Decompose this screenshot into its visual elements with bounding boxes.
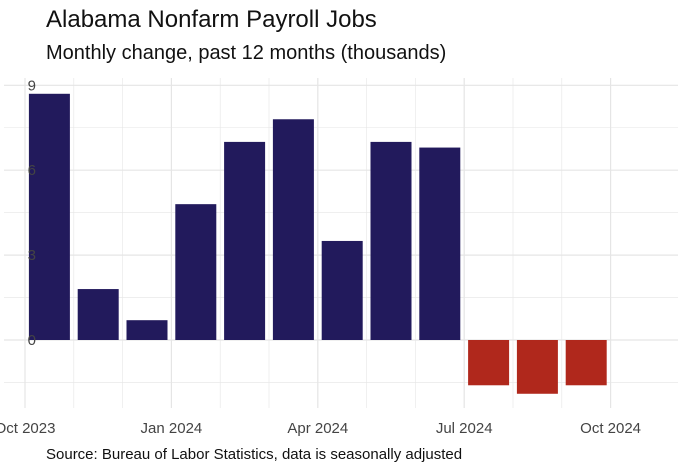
bar — [126, 320, 168, 340]
source-note: Source: Bureau of Labor Statistics, data… — [46, 446, 463, 463]
bar — [321, 240, 363, 340]
bar — [516, 340, 558, 394]
bar — [468, 340, 510, 386]
y-tick-label: 0 — [28, 332, 36, 349]
x-tick-label: Jul 2024 — [436, 420, 493, 437]
bar — [370, 141, 412, 340]
y-tick-label: 9 — [28, 77, 36, 94]
bar — [272, 119, 314, 340]
y-tick-label: 3 — [28, 247, 36, 264]
x-tick-label: Jan 2024 — [141, 420, 203, 437]
bar — [28, 93, 70, 340]
bar — [77, 289, 119, 340]
y-tick-label: 6 — [28, 162, 36, 179]
bars — [28, 93, 607, 394]
x-tick-label: Apr 2024 — [287, 420, 348, 437]
chart-title: Alabama Nonfarm Payroll Jobs — [46, 6, 377, 33]
bar — [224, 141, 266, 340]
x-tick-label: Oct 2023 — [0, 420, 55, 437]
chart-subtitle: Monthly change, past 12 months (thousand… — [46, 42, 447, 64]
bar — [565, 340, 607, 386]
axis-labels: 0 3 6 9 Oct 2023 Jan 2024 Apr 2024 Jul 2024 Oct … — [0, 77, 641, 437]
x-tick-label: Oct 2024 — [580, 420, 641, 437]
bar — [419, 147, 461, 340]
bar — [175, 204, 217, 340]
